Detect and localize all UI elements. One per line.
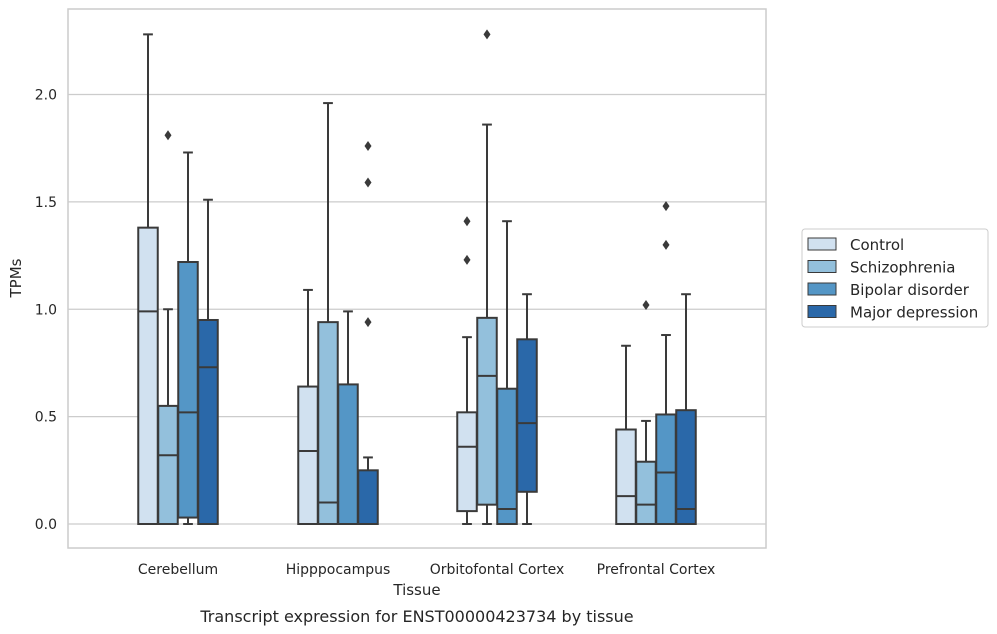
x-axis-label: Tissue xyxy=(392,581,440,599)
box-body xyxy=(516,338,538,493)
box-body xyxy=(337,383,359,525)
x-tick-label: Prefrontal Cortex xyxy=(597,562,716,578)
x-tick-label: Cerebellum xyxy=(138,562,218,578)
box-2-1 xyxy=(337,310,359,525)
box-body xyxy=(197,318,219,525)
box-body xyxy=(635,460,657,526)
outlier-marker xyxy=(642,299,650,310)
box-body xyxy=(615,428,637,526)
box-body xyxy=(177,261,199,519)
box-3-1 xyxy=(357,141,379,525)
box-1-2 xyxy=(476,29,498,525)
legend-frame xyxy=(801,228,989,328)
box-body xyxy=(675,409,697,525)
box-0-3 xyxy=(615,344,637,526)
x-tick-label: Orbitofontal Cortex xyxy=(430,562,565,578)
plot-area-frame xyxy=(67,8,767,549)
box-0-1 xyxy=(297,288,319,525)
outlier-marker xyxy=(463,254,471,265)
legend-label: Schizophrenia xyxy=(850,259,955,277)
legend-label: Control xyxy=(850,236,904,254)
box-0-2 xyxy=(456,216,478,525)
outlier-marker xyxy=(364,141,372,152)
box-1-0 xyxy=(157,130,179,526)
outlier-marker xyxy=(463,216,471,227)
y-tick-label: 0.0 xyxy=(35,517,57,533)
boxes xyxy=(137,29,697,526)
y-tick-label: 1.0 xyxy=(35,302,57,318)
x-tick-labels: Cerebellum Hipppocampus Orbitofontal Corte… xyxy=(138,562,715,578)
box-body xyxy=(317,321,339,526)
box-2-0 xyxy=(177,151,199,525)
outlier-marker xyxy=(364,177,372,188)
legend-label: Bipolar disorder xyxy=(850,281,970,299)
outlier-marker xyxy=(662,239,670,250)
legend-label: Major depression xyxy=(850,304,978,322)
box-body xyxy=(357,469,379,525)
box-body xyxy=(496,387,518,525)
y-tick-labels: 0.0 0.5 1.0 1.5 2.0 xyxy=(35,88,57,534)
box-1-3 xyxy=(635,299,657,526)
x-tick-label: Hipppocampus xyxy=(286,562,391,578)
box-body xyxy=(476,316,498,506)
box-3-3 xyxy=(675,293,697,525)
box-body xyxy=(655,413,677,526)
outlier-marker xyxy=(662,201,670,212)
box-body xyxy=(297,385,319,525)
box-3-2 xyxy=(516,293,538,525)
box-3-0 xyxy=(197,198,219,525)
y-axis-label: TPMs xyxy=(7,258,25,298)
legend-swatch xyxy=(807,260,837,273)
y-tick-label: 0.5 xyxy=(35,410,57,426)
box-body xyxy=(137,226,159,526)
y-tick-label: 1.5 xyxy=(35,195,57,211)
legend-swatch xyxy=(807,237,837,251)
box-2-2 xyxy=(496,220,518,525)
box-1-1 xyxy=(317,102,339,526)
outlier-marker xyxy=(364,317,372,328)
outlier-marker xyxy=(164,130,172,141)
y-tick-label: 2.0 xyxy=(35,88,57,104)
box-0-0 xyxy=(137,33,159,526)
legend-swatch xyxy=(807,282,837,296)
figure-caption: Transcript expression for ENST0000042373… xyxy=(199,607,633,626)
box-body xyxy=(456,411,478,513)
box-2-3 xyxy=(655,201,677,526)
legend-swatch xyxy=(807,305,837,318)
legend: Control Schizophrenia Bipolar disorder Majo… xyxy=(801,228,989,328)
outlier-marker xyxy=(483,29,491,40)
box-body xyxy=(157,404,179,526)
